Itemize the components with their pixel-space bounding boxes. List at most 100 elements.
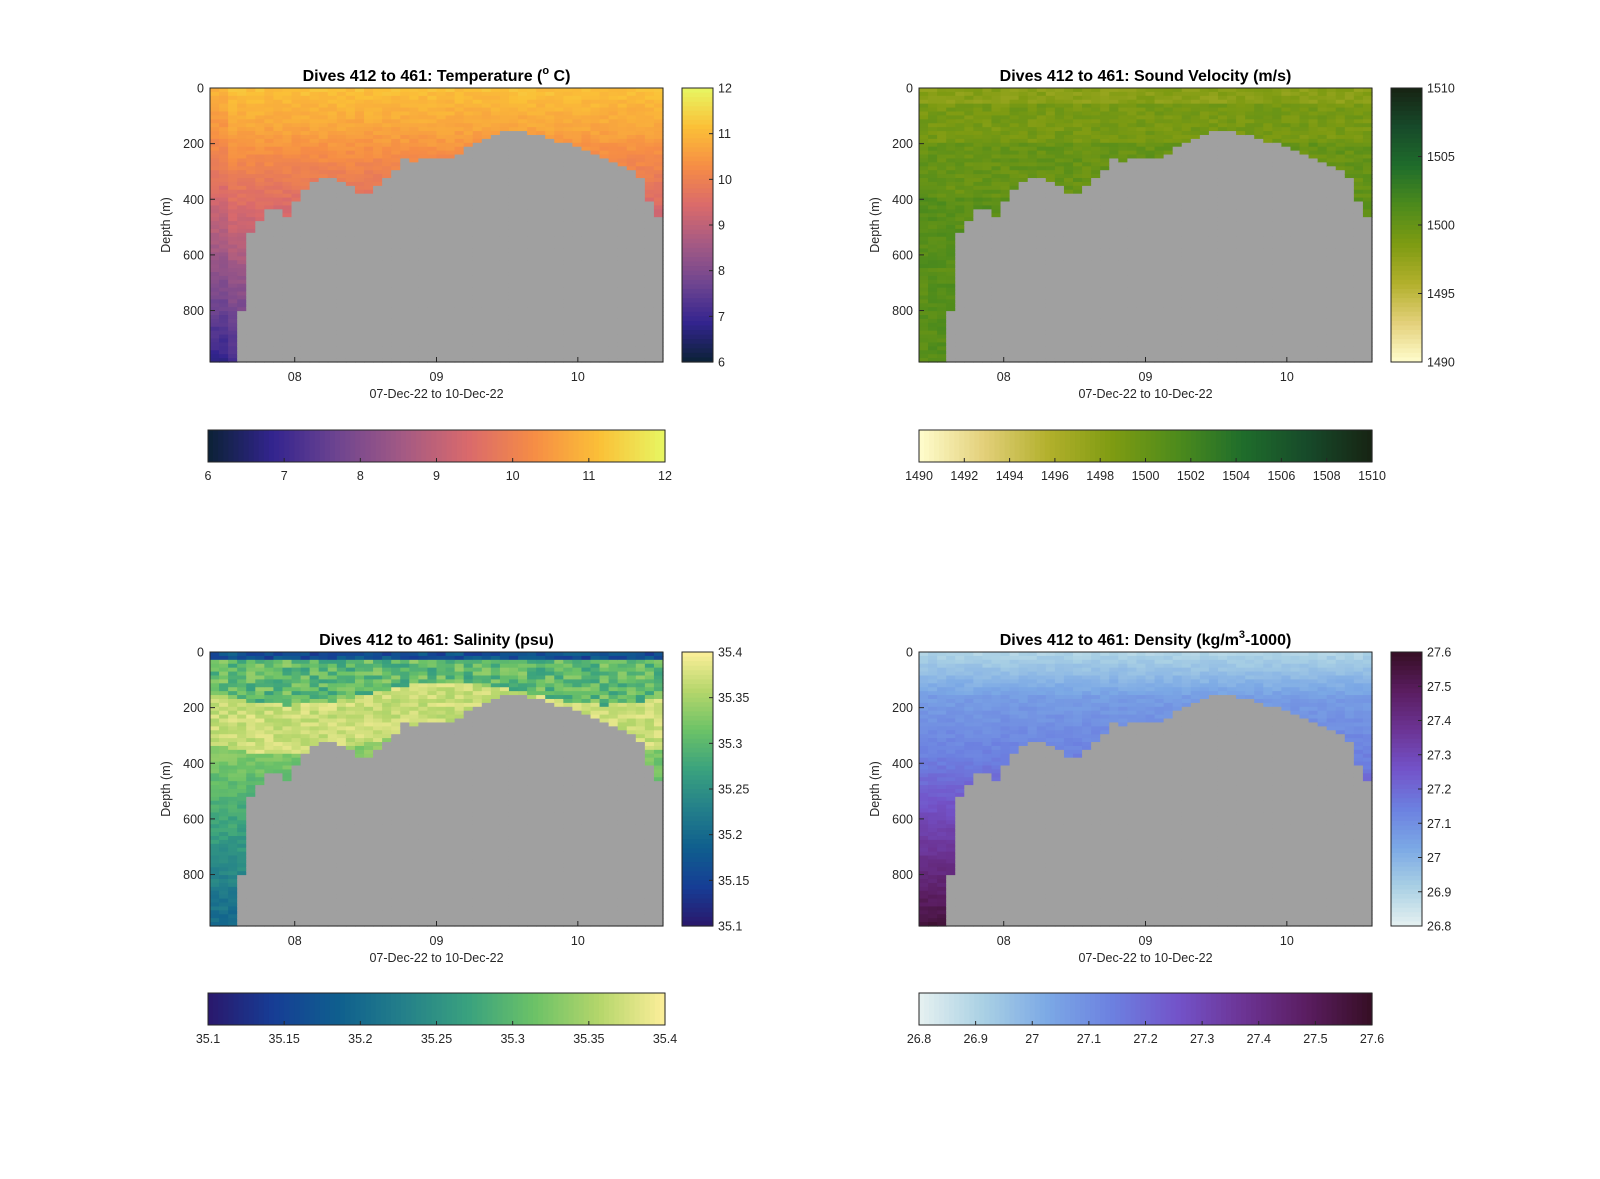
- heatmap-cell: [400, 311, 410, 316]
- heatmap-cell: [490, 354, 501, 359]
- heatmap-cell: [608, 225, 619, 230]
- heatmap-cell: [919, 95, 929, 101]
- heatmap-cell: [345, 291, 356, 297]
- heatmap-cell: [282, 358, 293, 363]
- heatmap-cell: [964, 111, 974, 116]
- heatmap-cell: [246, 131, 256, 136]
- heatmap-cell: [599, 326, 610, 332]
- heatmap-cell: [300, 150, 311, 156]
- heatmap-cell: [264, 91, 275, 97]
- heatmap-cell: [928, 166, 938, 171]
- heatmap-cell: [545, 326, 555, 332]
- heatmap-cell: [554, 185, 564, 191]
- heatmap-cell: [928, 103, 938, 109]
- heatmap-cell: [937, 264, 947, 269]
- heatmap-cell: [364, 268, 374, 273]
- heatmap-cell: [608, 271, 619, 277]
- heatmap-cell: [436, 134, 447, 140]
- heatmap-cell: [653, 170, 664, 175]
- heatmap-cell: [1000, 205, 1011, 210]
- heatmap-cell: [982, 326, 993, 332]
- heatmap-cell: [991, 350, 1002, 355]
- heatmap-cell: [1000, 287, 1011, 293]
- heatmap-cell: [345, 326, 356, 332]
- heatmap-cell: [527, 154, 537, 160]
- heatmap-cell: [400, 268, 410, 273]
- heatmap-cell: [219, 150, 229, 156]
- heatmap-cell: [318, 260, 329, 265]
- heatmap-cell: [237, 185, 247, 191]
- heatmap-cell: [309, 134, 320, 140]
- heatmap-cell: [581, 178, 592, 183]
- heatmap-cell: [237, 221, 247, 226]
- heatmap-cell: [635, 338, 646, 344]
- heatmap-cell: [617, 350, 628, 355]
- heatmap-cell: [928, 275, 938, 281]
- heatmap-cell: [1054, 181, 1065, 187]
- heatmap-cell: [563, 252, 573, 257]
- heatmap-cell: [282, 268, 293, 273]
- heatmap-cell: [345, 342, 356, 347]
- heatmap-cell: [364, 107, 374, 113]
- heatmap-cell: [1027, 256, 1038, 261]
- heatmap-cell: [991, 299, 1002, 304]
- heatmap-cell: [608, 256, 619, 261]
- heatmap-cell: [237, 350, 247, 355]
- heatmap-cell: [1036, 146, 1047, 152]
- heatmap-cell: [336, 232, 347, 238]
- heatmap-cell: [937, 240, 947, 246]
- heatmap-cell: [617, 111, 628, 116]
- heatmap-cell: [273, 244, 284, 250]
- heatmap-cell: [255, 354, 265, 359]
- heatmap-cell: [991, 115, 1002, 120]
- heatmap-cell: [608, 350, 619, 355]
- heatmap-cell: [427, 248, 438, 253]
- heatmap-cell: [373, 111, 383, 116]
- heatmap-cell: [626, 228, 637, 234]
- heatmap-cell: [255, 221, 265, 226]
- heatmap-cell: [508, 346, 519, 351]
- heatmap-cell: [1045, 271, 1056, 277]
- heatmap-cell: [599, 338, 610, 344]
- heatmap-cell: [345, 279, 356, 285]
- heatmap-cell: [490, 287, 501, 293]
- heatmap-cell: [527, 162, 537, 167]
- heatmap-cell: [345, 228, 356, 234]
- heatmap-cell: [282, 201, 293, 207]
- heatmap-cell: [937, 307, 947, 312]
- heatmap-cell: [309, 170, 320, 175]
- heatmap-cell: [364, 115, 374, 120]
- heatmap-cell: [653, 283, 664, 289]
- heatmap-cell: [536, 264, 546, 269]
- heatmap-cell: [955, 162, 965, 167]
- heatmap-cell: [545, 315, 555, 320]
- heatmap-cell: [590, 287, 601, 293]
- heatmap-cell: [1036, 240, 1047, 246]
- heatmap-cell: [445, 205, 456, 210]
- heatmap-cell: [382, 111, 392, 116]
- heatmap-cell: [327, 95, 338, 101]
- heatmap-cell: [472, 150, 483, 156]
- heatmap-cell: [527, 228, 537, 234]
- heatmap-cell: [418, 107, 429, 113]
- heatmap-cell: [644, 193, 655, 199]
- heatmap-cell: [490, 158, 501, 163]
- heatmap-cell: [318, 119, 329, 124]
- heatmap-cell: [427, 315, 438, 320]
- heatmap-cell: [617, 193, 628, 199]
- heatmap-cell: [210, 354, 220, 359]
- heatmap-cell: [608, 338, 619, 344]
- heatmap-cell: [1027, 88, 1038, 93]
- heatmap-cell: [1036, 232, 1047, 238]
- colorbar-swatch: [598, 430, 605, 462]
- heatmap-cell: [563, 303, 573, 308]
- heatmap-cell: [919, 307, 929, 312]
- heatmap-cell: [382, 228, 392, 234]
- heatmap-cell: [318, 115, 329, 120]
- heatmap-cell: [345, 193, 356, 199]
- heatmap-cell: [982, 205, 993, 210]
- heatmap-cell: [653, 299, 664, 304]
- heatmap-cell: [210, 189, 220, 195]
- heatmap-cell: [373, 142, 383, 148]
- heatmap-cell: [644, 189, 655, 195]
